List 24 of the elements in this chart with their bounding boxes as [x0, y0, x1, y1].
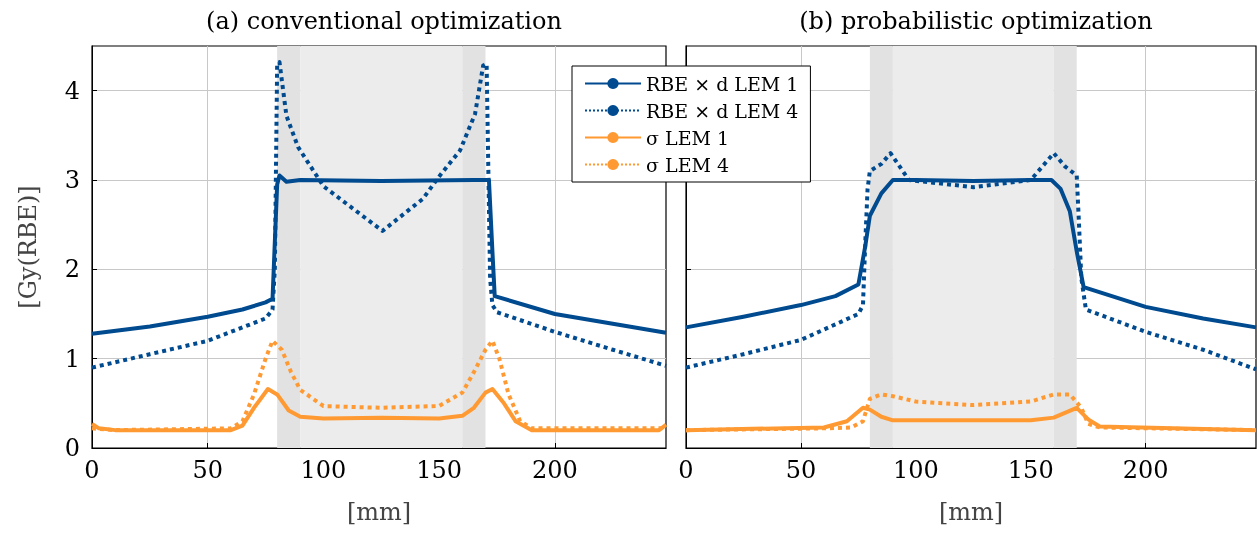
- chart-title: (b) probabilistic optimization: [799, 7, 1153, 35]
- y-tick-label: 0: [64, 434, 80, 462]
- y-tick-label: 2: [64, 255, 80, 284]
- x-tick-label: 0: [678, 456, 694, 484]
- x-axis-title: [mm]: [346, 498, 412, 526]
- x-tick-label: 200: [1122, 456, 1169, 484]
- legend-label: σ LEM 1: [646, 126, 730, 149]
- x-tick-label: 50: [192, 456, 223, 484]
- chart-title: (a) conventional optimization: [206, 7, 562, 35]
- legend-label: σ LEM 4: [646, 153, 730, 176]
- x-axis-title: [mm]: [938, 498, 1004, 526]
- legend-label: RBE × d LEM 1: [646, 72, 799, 95]
- x-tick-label: 0: [84, 456, 100, 484]
- y-tick-label: 4: [64, 76, 80, 105]
- x-tick-label: 150: [1007, 456, 1054, 484]
- x-tick-label: 150: [416, 456, 463, 484]
- x-tick-label: 100: [300, 456, 347, 484]
- legend-label: RBE × d LEM 4: [646, 99, 799, 122]
- x-tick-label: 50: [785, 456, 817, 484]
- y-tick-label: 1: [64, 344, 80, 373]
- y-tick-label: 3: [64, 166, 80, 194]
- y-axis-title: [Gy(RBE)]: [14, 185, 42, 309]
- x-tick-label: 200: [532, 456, 578, 484]
- x-tick-label: 100: [892, 456, 939, 484]
